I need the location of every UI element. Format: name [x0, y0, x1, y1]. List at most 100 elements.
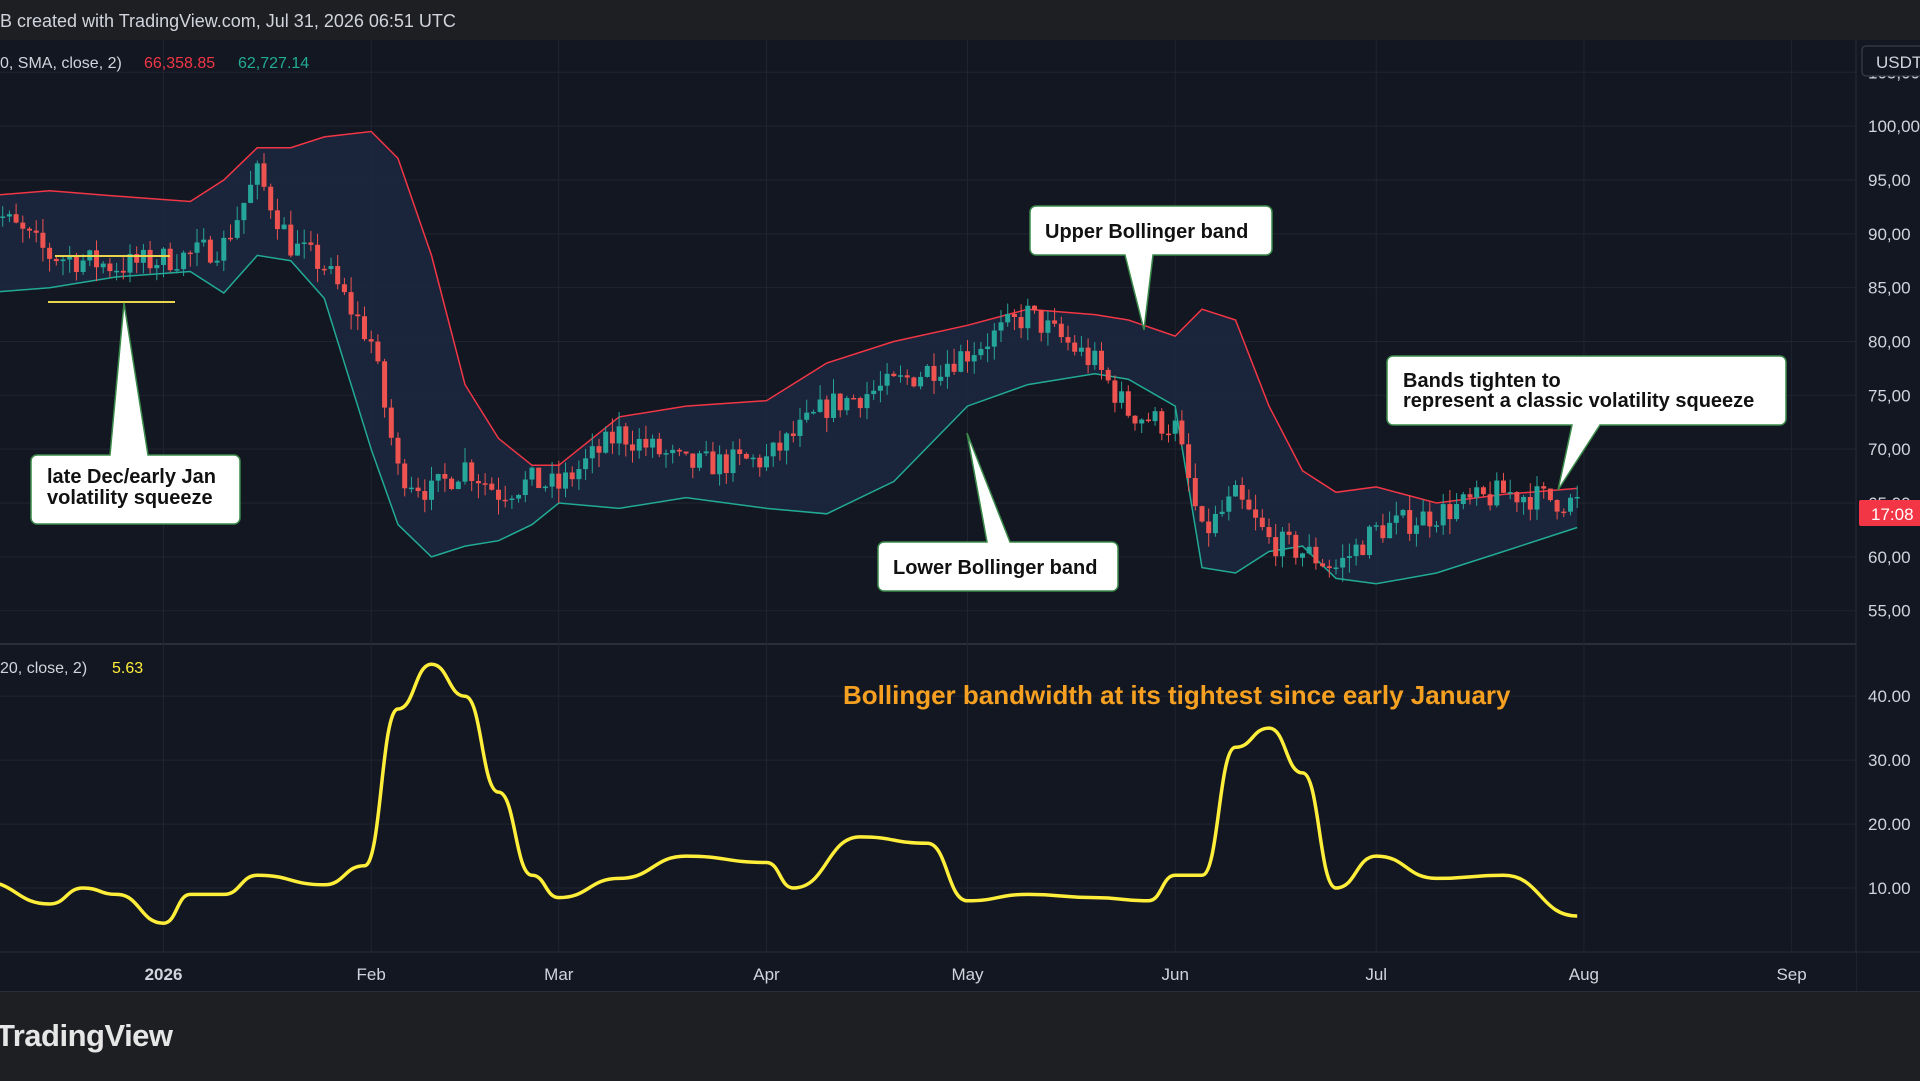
last-price-badge [1859, 500, 1920, 526]
candle-body [1273, 537, 1279, 557]
candle-body [13, 214, 19, 223]
callout-lower-band: Lower Bollinger band [877, 432, 1119, 592]
candle-body [1400, 510, 1406, 516]
time-axis-tick: Apr [753, 965, 780, 984]
candle-body [114, 270, 120, 273]
candle-body [315, 244, 321, 269]
candle-body [1407, 510, 1413, 534]
candle-body [187, 252, 193, 255]
candle-body [911, 377, 917, 387]
candle-body [717, 454, 723, 475]
candle-body [1206, 521, 1212, 534]
bbw-value: 5.63 [112, 660, 143, 677]
candle-body [107, 263, 113, 272]
candle-body [603, 431, 609, 453]
callout-jan-squeeze: late Dec/early Jan volatility squeeze [30, 302, 241, 525]
candle-body [1320, 563, 1326, 567]
bandwidth-axis-tick: 30.00 [1868, 751, 1911, 770]
upper-band-line [0, 130, 1578, 504]
price-axis-tick: 90,00 [1868, 225, 1911, 244]
candle-body [583, 458, 589, 470]
candle-body [1065, 337, 1071, 343]
candle-body [181, 252, 187, 270]
candle-body [207, 239, 213, 263]
candle-body [1058, 323, 1064, 338]
candle-body [348, 292, 354, 315]
candle-body [1373, 525, 1379, 527]
candle-body [328, 266, 334, 269]
candle-body [154, 264, 160, 269]
candle-body [321, 268, 327, 271]
bandwidth-axis-tick: 40.00 [1868, 687, 1911, 706]
price-axis-tick: 60,00 [1868, 548, 1911, 567]
time-axis: 2026 Feb Mar Apr May Jun Jul Aug Sep [145, 965, 1807, 984]
candle-body [295, 243, 300, 256]
time-axis-tick: Jun [1161, 965, 1188, 984]
candle-body [27, 228, 32, 231]
candle-body [556, 473, 562, 489]
bandwidth-line [0, 662, 1578, 925]
time-axis-tick: 2026 [145, 965, 183, 984]
candle-body [455, 481, 461, 490]
candle-body [388, 407, 394, 438]
candle-body [368, 339, 374, 342]
candle-body [1032, 305, 1037, 311]
candle-body [1239, 485, 1245, 500]
candle-body [167, 248, 173, 271]
candle-body [449, 478, 455, 490]
candle-body [254, 163, 260, 185]
candle-body [47, 247, 53, 259]
candle-body [891, 373, 897, 377]
candle-body [831, 393, 836, 418]
candle-body [462, 462, 468, 482]
time-axis-area[interactable] [0, 952, 1856, 991]
bb-lower-value: 62,727.14 [238, 55, 309, 72]
candle-body [482, 483, 488, 485]
candle-body [402, 463, 408, 489]
candle-body [1005, 313, 1011, 323]
candle-body [790, 433, 796, 436]
candle-body [221, 237, 227, 261]
candle-body [817, 399, 823, 412]
candle-body [60, 259, 66, 262]
candle-body [33, 230, 39, 233]
candle-body [1474, 487, 1480, 498]
candle-body [1501, 480, 1506, 493]
candle-body [549, 473, 555, 487]
candle-body [898, 375, 903, 377]
candle-body [690, 453, 696, 468]
band-fill [0, 131, 1578, 584]
candle-body [1072, 342, 1078, 352]
candle-body [1159, 411, 1165, 434]
candle-body [985, 346, 991, 349]
chart-canvas[interactable]: 105,00100,0095,0090,0085,0080,0075,0070,… [0, 40, 1920, 991]
candle-body [938, 376, 944, 381]
candle-body [951, 363, 957, 372]
candle-body [375, 341, 381, 362]
time-axis-tick: Aug [1569, 965, 1599, 984]
candle-body [1467, 494, 1473, 498]
top-bar: B created with TradingView.com, Jul 31, … [0, 0, 1920, 41]
candle-body [810, 411, 816, 414]
candle-body [804, 412, 810, 420]
candle-body [864, 394, 870, 409]
candle-body [1420, 511, 1426, 526]
currency-badge[interactable] [1861, 45, 1920, 77]
bottom-bar: TradingView [0, 991, 1920, 1081]
candle-body [489, 483, 495, 490]
candle-body [1293, 534, 1299, 558]
candle-body [536, 467, 542, 489]
candle-body [1346, 556, 1352, 558]
bandwidth-series [0, 662, 1578, 925]
candle-body [542, 486, 548, 489]
candle-body [1152, 411, 1158, 422]
candle-body [134, 254, 140, 263]
candle-body [1038, 310, 1044, 333]
candle-body [516, 495, 522, 499]
candle-body [737, 449, 743, 454]
candle-body [120, 270, 126, 273]
candle-body [730, 449, 736, 474]
candle-body [362, 316, 367, 340]
candle-body [1460, 494, 1466, 505]
time-axis-tick: May [951, 965, 984, 984]
